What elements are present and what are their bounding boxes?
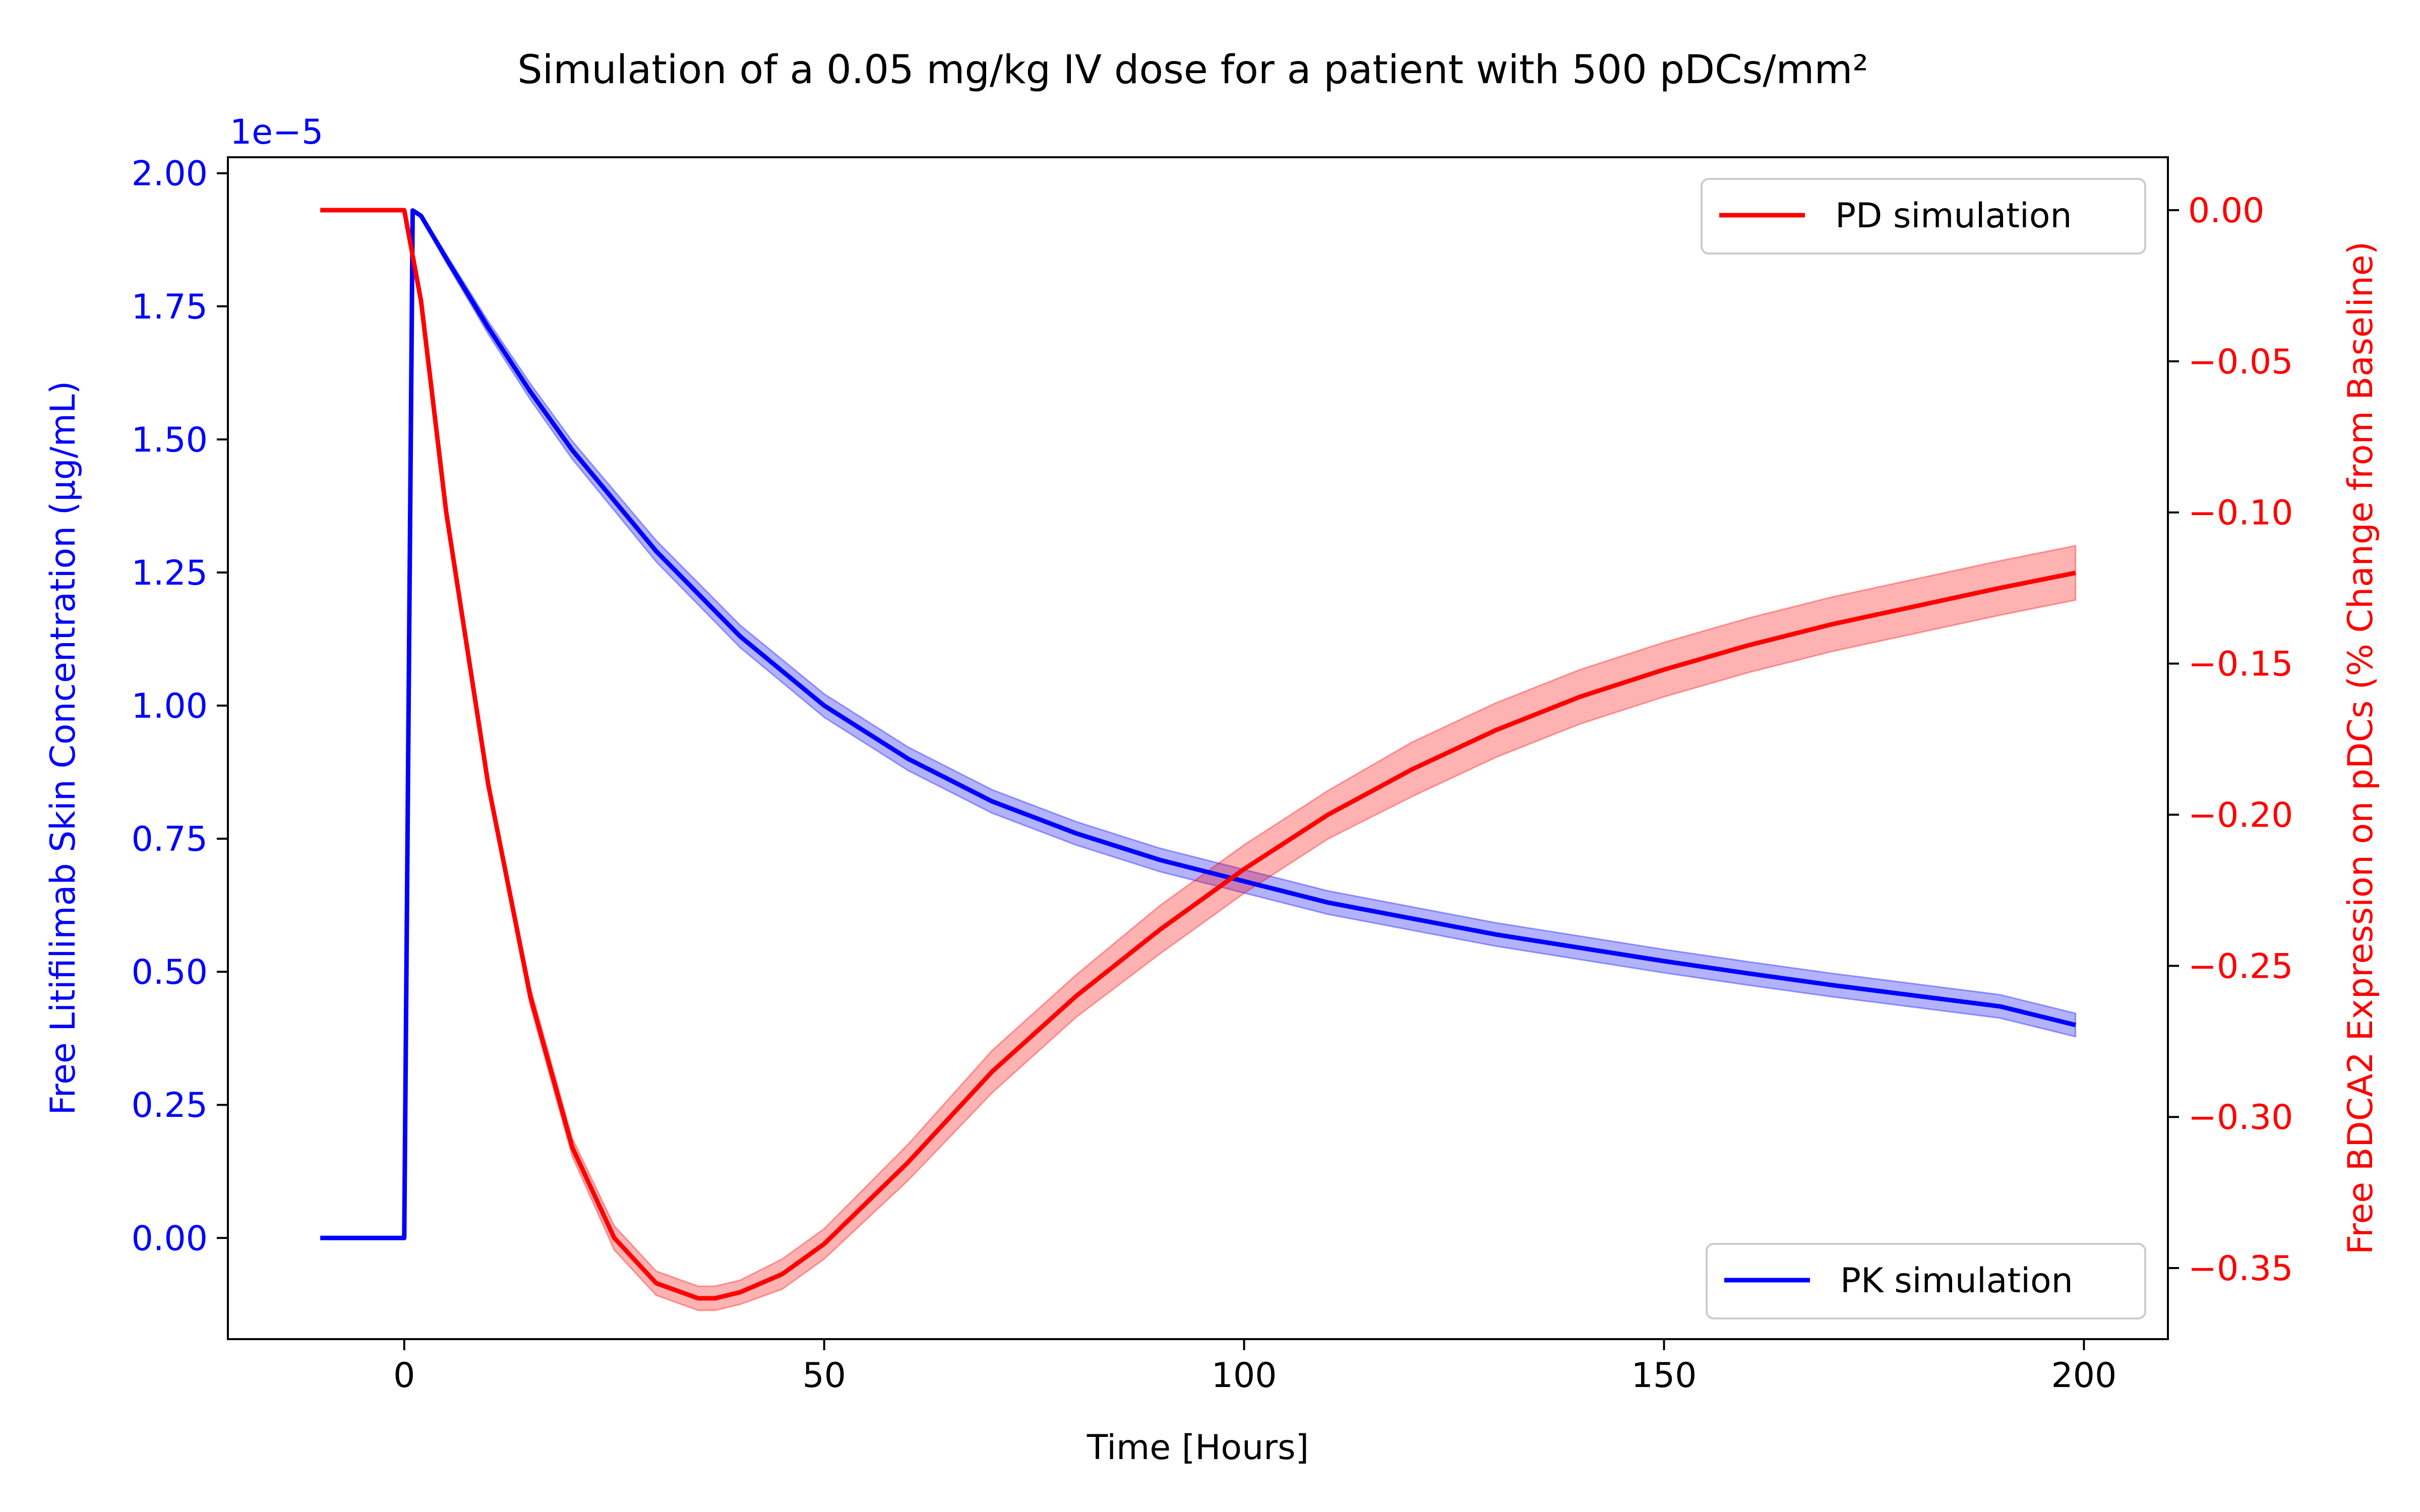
y-right-tick-label: −0.30: [2188, 1098, 2293, 1138]
y-left-tick-label: 0.75: [132, 820, 208, 859]
y-right-axis-label: Free BDCA2 Expression on pDCs (% Change …: [2341, 241, 2381, 1254]
legend-pd: PD simulation: [1701, 178, 2146, 255]
pk-simulation-line: [320, 208, 2076, 1240]
x-tick-label: 100: [1212, 1356, 1277, 1396]
legend-pk: PK simulation: [1706, 1243, 2146, 1319]
y-left-tick-label: 1.50: [132, 420, 208, 460]
y-right-tick-label: −0.15: [2188, 645, 2293, 684]
legend-pk-box: [1706, 1243, 2146, 1319]
legend-pd-label: PD simulation: [1835, 196, 2072, 236]
y-left-tick-label: 0.00: [132, 1219, 208, 1258]
y-right-tick-label: −0.20: [2188, 795, 2293, 835]
y-right-tick-label: 0.00: [2188, 191, 2264, 231]
pd-simulation-line: [320, 208, 2076, 1301]
y-right-tick-label: −0.10: [2188, 493, 2293, 533]
y-left-axis-label: Free Litifilimab Skin Concentration (µg/…: [43, 381, 83, 1115]
y-right-tick-label: −0.05: [2188, 342, 2293, 382]
y-left-tick-label: 1.25: [132, 553, 208, 593]
x-tick-label: 200: [2051, 1356, 2117, 1396]
x-tick-label: 0: [393, 1356, 415, 1396]
legend-pd-box: [1701, 178, 2146, 255]
x-tick-label: 50: [802, 1356, 846, 1396]
y-left-tick-label: 2.00: [132, 154, 208, 194]
chart-title: Simulation of a 0.05 mg/kg IV dose for a…: [517, 47, 1868, 93]
y-left-tick-label: 0.50: [132, 953, 208, 992]
x-axis-label: Time [Hours]: [1086, 1428, 1309, 1468]
y-right-tick-label: −0.35: [2188, 1249, 2293, 1289]
legend-pk-label: PK simulation: [1840, 1261, 2073, 1301]
plot-frame: [227, 156, 2169, 1340]
y-right-tick-label: −0.25: [2188, 947, 2293, 986]
y-left-tick-label: 1.00: [132, 686, 208, 726]
y-left-tick-label: 0.25: [132, 1086, 208, 1125]
y-left-tick-label: 1.75: [132, 287, 208, 327]
x-tick-label: 150: [1631, 1356, 1697, 1396]
y-left-offset-text: 1e−5: [230, 112, 323, 152]
